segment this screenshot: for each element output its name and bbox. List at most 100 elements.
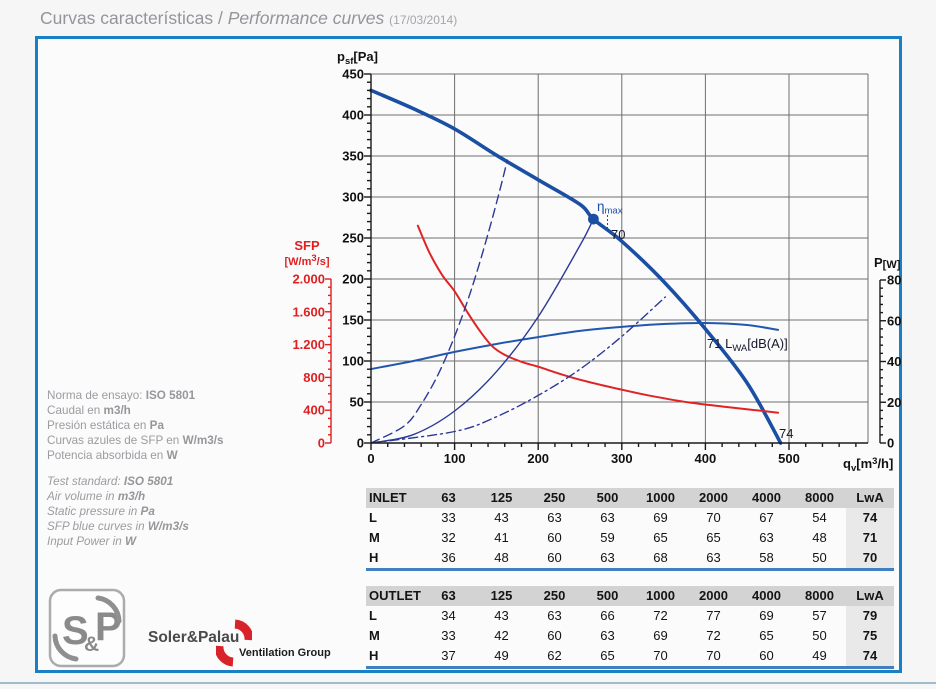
- chart-axes: [325, 73, 886, 450]
- table-cell: 36: [441, 550, 456, 565]
- info-line: Input Power in W: [47, 535, 136, 548]
- info-line: Presión estática en Pa: [47, 419, 164, 432]
- page-title-separator: /: [213, 8, 228, 28]
- table-cell: 63: [547, 608, 562, 623]
- table-cell: 42: [494, 628, 509, 643]
- svg-text:100: 100: [444, 451, 466, 466]
- logo-box: [48, 588, 126, 668]
- svg-text:300: 300: [342, 190, 364, 205]
- svg-text:300: 300: [611, 451, 633, 466]
- svg-text:200: 200: [342, 272, 364, 287]
- table-cell: 63: [600, 510, 615, 525]
- table-cell: 77: [706, 608, 721, 623]
- curve-system_curve_low: [370, 159, 508, 444]
- ventilation-group-label: Ventilation Group: [239, 647, 331, 659]
- max-flow-sound-label: 74: [779, 426, 793, 441]
- table-cell: L: [369, 510, 377, 525]
- logo-arc-bottom-icon: [52, 633, 79, 662]
- svg-text:60: 60: [887, 313, 901, 328]
- inlet-row-L: L 33 43 63 63 69 70 67 54 74: [366, 508, 894, 528]
- table-cell: 65: [600, 648, 615, 663]
- table-cell: 57: [812, 608, 827, 623]
- table-cell: 63: [422, 488, 475, 508]
- page-date: (17/03/2014): [389, 13, 458, 27]
- svg-text:0: 0: [887, 436, 894, 451]
- svg-text:20: 20: [887, 395, 901, 410]
- svg-text:0: 0: [367, 451, 374, 466]
- table-cell: M: [369, 530, 380, 545]
- table-cell: 4000: [740, 488, 793, 508]
- table-cell: 70: [653, 648, 668, 663]
- curve-power_lwa_curve: [370, 321, 780, 371]
- table-cell: M: [369, 628, 380, 643]
- table-cell: 49: [494, 648, 509, 663]
- operating-sound-label: 70: [611, 227, 625, 242]
- table-cell: 33: [441, 628, 456, 643]
- flow-axis-title: qv[m3/h]: [843, 456, 893, 474]
- sfp-axis-title: SFP: [294, 238, 320, 253]
- table-cell: 37: [441, 648, 456, 663]
- svg-text:40: 40: [887, 354, 901, 369]
- outlet-row-M: M 33 42 60 63 69 72 65 50 75: [366, 626, 894, 646]
- curve-sfp_curve: [416, 224, 780, 414]
- svg-text:350: 350: [342, 149, 364, 164]
- table-cell: LwA: [846, 488, 894, 508]
- inlet-row-H: H 36 48 60 63 68 63 58 50 70: [366, 548, 894, 570]
- table-cell: 63: [600, 550, 615, 565]
- table-cell: 34: [441, 608, 456, 623]
- table-cell: 8000: [793, 488, 846, 508]
- table-cell: 63: [759, 530, 774, 545]
- inlet-sound-table: INLET 63 125 250 500 1000 2000 4000 8000 LwA L 33 43…: [366, 488, 894, 571]
- etamax-label: ηmax: [597, 199, 623, 217]
- table-cell: 50: [812, 550, 827, 565]
- info-line: Curvas azules de SFP en W/m3/s: [47, 434, 224, 447]
- pressure-axis-title: psf[Pa]: [337, 49, 378, 67]
- table-cell: 69: [653, 510, 668, 525]
- svg-text:50: 50: [350, 395, 364, 410]
- info-block-english: Test standard: ISO 5801 Air volume in m3…: [47, 474, 317, 549]
- table-cell: L: [369, 608, 377, 623]
- info-line: Test standard: ISO 5801: [47, 475, 174, 488]
- sp-red-swirl-icon: [216, 619, 252, 667]
- logo-s: S: [62, 609, 89, 653]
- table-cell: 54: [812, 510, 827, 525]
- table-cell: 500: [581, 488, 634, 508]
- table-cell: 66: [600, 608, 615, 623]
- curve-system_curve_high: [370, 296, 666, 444]
- table-cell: 1000: [634, 488, 687, 508]
- table-cell: 63: [422, 586, 475, 606]
- table-cell: 49: [812, 648, 827, 663]
- sp-logo-emblem: S & P: [48, 588, 126, 668]
- table-cell: 8000: [793, 586, 846, 606]
- table-cell: 2000: [687, 586, 740, 606]
- table-cell: 79: [846, 606, 894, 626]
- page-title: Curvas características / Performance cur…: [40, 8, 457, 29]
- power-axis-title: P[W]: [874, 255, 901, 271]
- table-cell: 59: [600, 530, 615, 545]
- outlet-row-L: L 34 43 63 66 72 77 69 57 79: [366, 606, 894, 626]
- svg-text:200: 200: [527, 451, 549, 466]
- table-cell: 65: [706, 530, 721, 545]
- table-cell: 65: [759, 628, 774, 643]
- table-cell: 48: [494, 550, 509, 565]
- outlet-row-H: H 37 49 62 65 70 70 60 49 74: [366, 646, 894, 668]
- table-cell: 65: [653, 530, 668, 545]
- company-name: Soler&Palau: [148, 629, 240, 646]
- table-cell: 250: [528, 586, 581, 606]
- info-line: SFP blue curves in W/m3/s: [47, 520, 189, 533]
- table-cell: 69: [653, 628, 668, 643]
- svg-text:500: 500: [778, 451, 800, 466]
- table-cell: 75: [846, 626, 894, 646]
- table-cell: 43: [494, 510, 509, 525]
- svg-text:1.600: 1.600: [292, 304, 325, 319]
- table-cell: 43: [494, 608, 509, 623]
- table-cell: 60: [547, 550, 562, 565]
- table-cell: 70: [706, 648, 721, 663]
- table-cell: 500: [581, 586, 634, 606]
- table-cell: 70: [706, 510, 721, 525]
- table-cell: 1000: [634, 586, 687, 606]
- table-cell: 63: [600, 628, 615, 643]
- svg-text:250: 250: [342, 231, 364, 246]
- table-cell: 32: [441, 530, 456, 545]
